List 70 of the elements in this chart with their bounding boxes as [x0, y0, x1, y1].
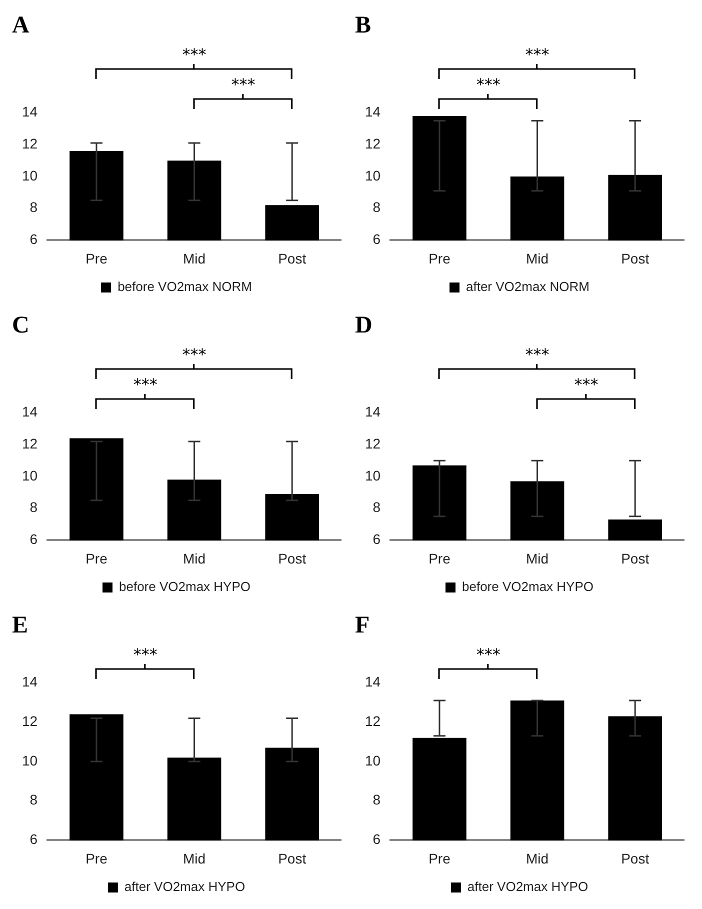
- y-tick-label: 10: [22, 467, 38, 484]
- y-tick-label: 8: [30, 499, 38, 516]
- y-tick-label: 8: [372, 499, 381, 516]
- text: ***: [476, 644, 500, 664]
- y-tick-label: 6: [372, 531, 381, 548]
- text: ***: [574, 374, 598, 394]
- text: ***: [476, 74, 500, 94]
- chart-title: A: [12, 12, 30, 39]
- y-tick-label: 8: [30, 199, 38, 216]
- x-tick-label: Pre: [428, 250, 451, 266]
- x-tick-label: Post: [621, 550, 650, 566]
- y-tick-label: 6: [30, 831, 38, 848]
- chart-title: B: [355, 12, 372, 39]
- x-tick-label: Pre: [86, 250, 108, 266]
- text: ***: [182, 44, 206, 64]
- y-tick-label: 8: [30, 792, 38, 808]
- x-tick-label: Mid: [526, 250, 549, 266]
- y-tick-label: 6: [372, 231, 381, 248]
- chart-title: D: [355, 312, 372, 339]
- y-tick-label: 14: [364, 674, 381, 690]
- text: ***: [231, 74, 256, 94]
- x-tick-label: Post: [621, 850, 650, 866]
- y-tick-label: 6: [372, 831, 381, 848]
- text: ***: [182, 344, 206, 364]
- x-tick-label: Mid: [183, 550, 206, 566]
- y-tick-label: 14: [364, 404, 381, 420]
- y-tick-label: 14: [22, 404, 38, 420]
- chart-title: F: [355, 612, 370, 639]
- y-tick-label: 12: [22, 713, 38, 730]
- x-tick-label: Mid: [526, 850, 549, 866]
- x-tick-label: Pre: [86, 550, 108, 566]
- legend-label: after VO2max HYPO: [124, 879, 246, 894]
- y-tick-label: 10: [364, 167, 381, 184]
- legend-label: before VO2max HYPO: [462, 579, 594, 594]
- x-tick-label: Pre: [428, 550, 451, 566]
- y-tick-label: 14: [22, 674, 38, 690]
- text: ***: [525, 344, 550, 364]
- x-tick-label: Mid: [526, 550, 549, 566]
- y-tick-label: 14: [22, 104, 38, 120]
- x-tick-label: Pre: [428, 850, 451, 866]
- y-tick-label: 10: [22, 752, 38, 768]
- text: ***: [133, 644, 158, 664]
- y-tick-label: 8: [372, 199, 381, 216]
- x-tick-label: Mid: [183, 850, 206, 866]
- legend-label: after VO2max NORM: [466, 279, 590, 294]
- x-tick-label: Pre: [86, 850, 108, 866]
- y-tick-label: 6: [30, 531, 38, 548]
- y-tick-label: 8: [372, 792, 381, 808]
- x-tick-label: Post: [278, 550, 306, 566]
- legend-label: after VO2max HYPO: [467, 879, 588, 894]
- y-tick-label: 12: [22, 136, 38, 152]
- legend-label: before VO2max NORM: [118, 279, 252, 294]
- x-tick-label: Post: [621, 250, 650, 266]
- y-tick-label: 12: [364, 136, 381, 152]
- x-tick-label: Mid: [183, 250, 206, 266]
- text: ***: [525, 44, 550, 64]
- x-tick-label: Post: [278, 250, 306, 266]
- chart-title: E: [12, 612, 28, 639]
- y-tick-label: 6: [30, 231, 38, 248]
- y-tick-label: 12: [364, 436, 381, 452]
- chart-title: C: [12, 312, 30, 339]
- text: ***: [133, 374, 158, 394]
- y-tick-label: 10: [364, 467, 381, 484]
- legend-label: before VO2max HYPO: [119, 579, 250, 594]
- x-tick-label: Post: [278, 850, 306, 866]
- y-tick-label: 12: [364, 713, 381, 730]
- y-tick-label: 10: [22, 167, 38, 184]
- y-tick-label: 10: [364, 752, 381, 768]
- y-tick-label: 14: [364, 104, 381, 120]
- y-tick-label: 12: [22, 436, 38, 452]
